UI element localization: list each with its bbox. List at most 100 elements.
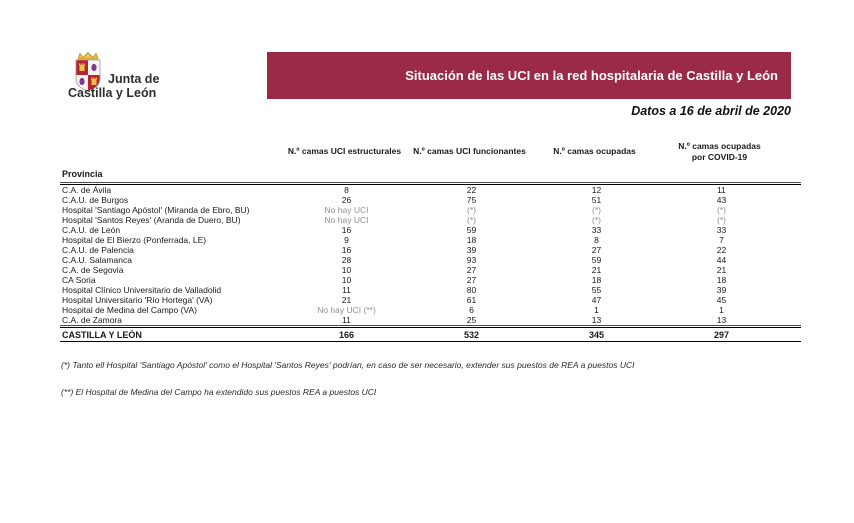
row-value: 7 <box>719 235 724 245</box>
row-value: No hay UCI <box>324 205 369 215</box>
total-row: CASTILLA Y LEÓN 166 532 345 297 <box>60 328 801 341</box>
table-rows: C.A. de Ávila 8 22 12 11 C.A.U. de Burgos 26 75… <box>60 185 801 325</box>
column-header-ocupadas: N.º camas ocupadas <box>553 146 636 157</box>
row-value: 27 <box>466 265 477 275</box>
row-provincia: Hospital de El Bierzo (Ponferrada, LE) <box>62 235 207 245</box>
row-provincia: C.A. de Segovia <box>62 265 124 275</box>
row-value: 39 <box>466 245 477 255</box>
row-provincia: C.A.U. Salamanca <box>62 255 132 265</box>
total-funcionantes: 532 <box>463 329 480 340</box>
row-value: (*) <box>592 205 601 215</box>
table-column-headers: N.º camas UCI estructurales N.º camas UC… <box>60 137 801 167</box>
row-value: 8 <box>594 235 599 245</box>
row-value: (*) <box>592 215 601 225</box>
row-value: 47 <box>591 295 602 305</box>
table-row: C.A. de Zamora 11 25 13 13 <box>60 315 801 325</box>
table-row: C.A.U. Salamanca 28 93 59 44 <box>60 255 801 265</box>
row-value: 16 <box>341 245 352 255</box>
row-value: No hay UCI (**) <box>317 305 376 315</box>
row-value: 45 <box>716 295 727 305</box>
table-row: C.A.U. de Palencia 16 39 27 22 <box>60 245 801 255</box>
row-provincia: Hospital 'Santiago Apóstol' (Miranda de … <box>62 205 250 215</box>
row-value: 9 <box>344 235 349 245</box>
total-divider <box>60 325 801 328</box>
logo-text-line1: Junta de <box>108 72 160 86</box>
table-row: Hospital 'Santiago Apóstol' (Miranda de … <box>60 205 801 215</box>
row-value: 27 <box>591 245 602 255</box>
junta-castilla-leon-logo: Junta de Castilla y León <box>68 52 238 106</box>
table-row: Hospital de El Bierzo (Ponferrada, LE) 9 1… <box>60 235 801 245</box>
table-row: CA Soria 10 27 18 18 <box>60 275 801 285</box>
header-divider <box>60 182 801 185</box>
banner: Situación de las UCI en la red hospitala… <box>267 52 791 99</box>
row-value: 59 <box>591 255 602 265</box>
row-value: 21 <box>591 265 602 275</box>
row-provincia: C.A. de Ávila <box>62 185 112 195</box>
row-value: 18 <box>716 275 727 285</box>
data-date: Datos a 16 de abril de 2020 <box>631 104 791 118</box>
column-header-covid: N.º camas ocupadas por COVID-19 <box>678 140 761 162</box>
row-value: 33 <box>716 225 727 235</box>
row-value: (*) <box>717 205 726 215</box>
row-value: 10 <box>341 265 352 275</box>
provincia-header: Provincia <box>62 169 103 179</box>
row-value: 25 <box>466 315 477 325</box>
row-value: 51 <box>591 195 602 205</box>
table-bottom-rule <box>60 341 801 342</box>
row-value: No hay UCI <box>324 215 369 225</box>
row-value: 13 <box>716 315 727 325</box>
row-value: 28 <box>341 255 352 265</box>
row-provincia: Hospital 'Santos Reyes' (Aranda de Duero… <box>62 215 241 225</box>
row-value: 27 <box>466 275 477 285</box>
row-provincia: CA Soria <box>62 275 96 285</box>
total-ocupadas: 345 <box>588 329 605 340</box>
row-value: 11 <box>342 285 351 295</box>
row-value: 93 <box>466 255 477 265</box>
row-value: 80 <box>466 285 477 295</box>
row-provincia: Hospital Universitario 'Río Hortega' (VA… <box>62 295 213 305</box>
page-title: Situación de las UCI en la red hospitala… <box>405 68 778 83</box>
row-value: (*) <box>717 215 726 225</box>
row-provincia: C.A.U. de Palencia <box>62 245 134 255</box>
row-value: 11 <box>342 315 351 325</box>
row-value: 33 <box>591 225 602 235</box>
row-value: 43 <box>716 195 727 205</box>
column-header-funcionantes: N.º camas UCI funcionantes <box>413 146 526 157</box>
total-estructurales: 166 <box>338 329 355 340</box>
table-row: C.A. de Ávila 8 22 12 11 <box>60 185 801 195</box>
table-row: C.A.U. de Burgos 26 75 51 43 <box>60 195 801 205</box>
row-value: 75 <box>466 195 477 205</box>
row-value: 12 <box>591 185 602 195</box>
row-value: 8 <box>344 185 349 195</box>
column-header-estructurales: N.º camas UCI estructurales <box>287 146 402 157</box>
coat-of-arms-icon <box>75 52 101 92</box>
row-provincia: C.A.U. de León <box>62 225 121 235</box>
row-provincia: Hospital de Medina del Campo (VA) <box>62 305 197 315</box>
total-label: CASTILLA Y LEÓN <box>62 329 142 340</box>
row-value: 26 <box>341 195 352 205</box>
row-value: (*) <box>467 205 476 215</box>
table-row: Hospital Universitario 'Río Hortega' (VA… <box>60 295 801 305</box>
row-value: 44 <box>716 255 727 265</box>
row-value: 11 <box>717 185 726 195</box>
row-provincia: C.A. de Zamora <box>62 315 122 325</box>
total-covid: 297 <box>713 329 730 340</box>
row-value: 13 <box>591 315 602 325</box>
row-provincia: Hospital Clínico Universitario de Vallad… <box>62 285 222 295</box>
table-row: Hospital Clínico Universitario de Vallad… <box>60 285 801 295</box>
row-value: 10 <box>341 275 352 285</box>
row-value: 1 <box>594 305 599 315</box>
row-provincia: C.A.U. de Burgos <box>62 195 129 205</box>
row-value: 6 <box>469 305 474 315</box>
table-row: C.A. de Segovia 10 27 21 21 <box>60 265 801 275</box>
row-value: 21 <box>341 295 352 305</box>
row-value: 21 <box>716 265 727 275</box>
table-row: Hospital 'Santos Reyes' (Aranda de Duero… <box>60 215 801 225</box>
row-value: 61 <box>466 295 477 305</box>
logo-text-line2: Castilla y León <box>68 86 157 100</box>
table-row: C.A.U. de León 16 59 33 33 <box>60 225 801 235</box>
row-value: 18 <box>466 235 477 245</box>
footnote-double-asterisk: (**) El Hospital de Medina del Campo ha … <box>61 387 377 397</box>
row-value: (*) <box>467 215 476 225</box>
row-value: 22 <box>466 185 477 195</box>
